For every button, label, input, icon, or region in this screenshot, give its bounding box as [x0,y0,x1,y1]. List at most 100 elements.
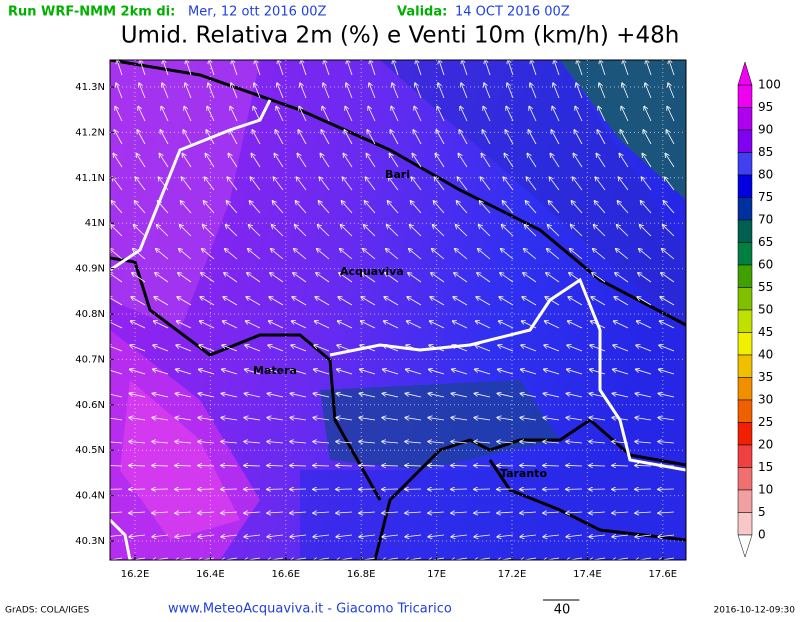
colorbar-segment [738,333,752,356]
colorbar-label: 85 [758,145,773,159]
colorbar-label: 60 [758,258,773,272]
run-label: Run WRF-NMM 2km di: [8,5,175,20]
colorbar-segment [738,198,752,221]
wind-arrow [152,465,168,466]
lon-label: 16.6E [272,569,301,580]
place-label: Matera [253,364,297,377]
colorbar-segment [738,445,752,468]
wind-arrow [221,465,237,466]
colorbar-segment [738,175,752,198]
vector-scale: 40 [554,603,571,618]
wind-arrow [267,465,283,466]
wind-arrow [566,465,582,466]
colorbar-cap [738,62,752,85]
colorbar-segment [738,265,752,288]
wind-arrow [129,465,145,466]
lon-label: 17.2E [498,569,527,580]
wind-arrow [313,465,329,466]
wind-arrow [244,465,260,466]
wind-arrow [589,465,605,466]
colorbar-label: 0 [758,528,766,542]
colorbar-segment [738,288,752,311]
colorbar-segment [738,85,752,108]
valid-date: 14 OCT 2016 00Z [455,5,570,20]
colorbar-label: 45 [758,325,773,339]
lat-label: 40.8N [75,309,105,320]
wind-arrow [405,465,421,466]
colorbar-label: 40 [758,348,773,362]
colorbar-label: 55 [758,280,773,294]
lat-label: 40.9N [75,264,105,275]
colorbar-segment [738,513,752,536]
colorbar-label: 25 [758,415,773,429]
lat-label: 40.3N [75,536,105,547]
colorbar-segment [738,243,752,266]
colorbar-segment [738,378,752,401]
wind-arrow [612,465,628,466]
lon-label: 16.8E [347,569,376,580]
colorbar-label: 10 [758,483,773,497]
colorbar-label: 50 [758,303,773,317]
colorbar-label: 15 [758,460,773,474]
lat-label: 40.5N [75,445,105,456]
wind-arrow [451,465,467,466]
colorbar-label: 30 [758,393,773,407]
map-field [106,60,686,561]
wind-arrow [474,465,490,466]
lat-label: 40.7N [75,354,105,365]
lat-label: 41.2N [75,127,105,138]
lon-label: 17.4E [573,569,602,580]
wind-arrow [543,465,559,466]
colorbar-segment [738,400,752,423]
colorbar-label: 75 [758,190,773,204]
place-label: Acquaviva [340,265,404,278]
colorbar-segment [738,468,752,491]
colorbar-segment [738,310,752,333]
wind-arrow [198,465,214,466]
colorbar-label: 35 [758,370,773,384]
lon-label: 16.2E [121,569,150,580]
colorbar-cap [738,535,752,557]
map-title: Umid. Relativa 2m (%) e Venti 10m (km/h)… [121,23,680,49]
colorbar-segment [738,130,752,153]
wind-arrow [658,465,674,466]
colorbar-segment [738,423,752,446]
timestamp: 2016-10-12-09:30 [714,606,796,616]
colorbar-label: 95 [758,100,773,114]
wind-arrow [106,465,122,466]
colorbar-label: 70 [758,213,773,227]
place-label: Taranto [500,467,547,480]
wind-arrow [635,465,651,466]
colorbar-segment [738,108,752,131]
colorbar-segment [738,220,752,243]
colorbar-label: 5 [758,505,766,519]
wind-arrow [520,465,536,466]
lon-label: 16.4E [196,569,225,580]
colorbar-segment [738,490,752,513]
colorbar-segment [738,153,752,176]
site-credit: www.MeteoAcquaviva.it - Giacomo Tricaric… [168,602,452,617]
wind-arrow [359,465,375,466]
valid-label: Valida: [397,5,447,20]
run-date: Mer, 12 ott 2016 00Z [188,5,327,20]
colorbar-label: 65 [758,235,773,249]
colorbar-segment [738,355,752,378]
lat-label: 41N [85,218,105,229]
colorbar-label: 90 [758,123,773,137]
place-label: Bari [385,168,410,181]
lon-label: 17E [427,569,446,580]
wind-arrow [175,465,191,466]
wind-arrow [290,465,306,466]
wind-arrow [428,465,444,466]
colorbar-label: 80 [758,168,773,182]
lat-label: 40.6N [75,400,105,411]
colorbar-label: 100 [758,78,781,92]
wind-arrow [382,465,398,466]
wind-arrow [336,465,352,466]
lon-label: 17.6E [649,569,678,580]
lat-label: 40.4N [75,491,105,502]
wind-arrow [497,465,513,466]
colorbar-label: 20 [758,438,773,452]
lat-label: 41.3N [75,82,105,93]
lat-label: 41.1N [75,173,105,184]
